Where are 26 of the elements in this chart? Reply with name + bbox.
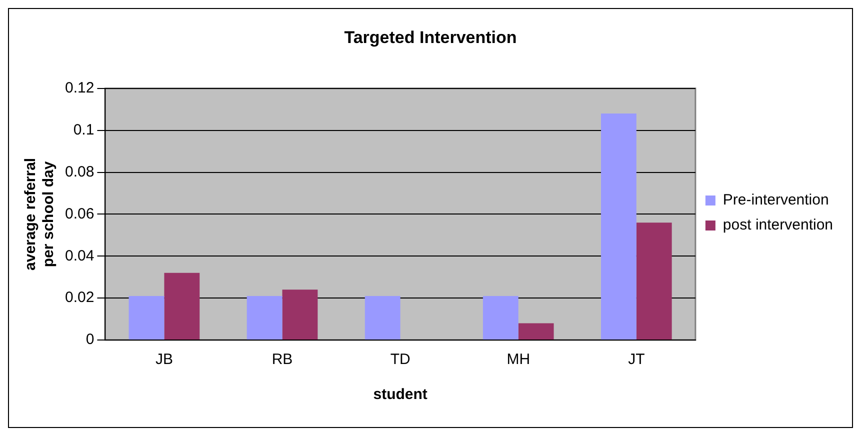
y-tick-label: 0.04 (64, 247, 94, 264)
bar (282, 290, 318, 340)
x-tick-label: RB (272, 351, 293, 368)
bar (600, 114, 636, 340)
bar (636, 222, 672, 340)
legend-label: post intervention (722, 216, 834, 234)
y-axis-title: average referral per school day (22, 158, 58, 270)
bar (128, 296, 164, 340)
x-tick-label: TD (390, 351, 410, 368)
x-tick-label: JB (155, 351, 173, 368)
y-tick-label: 0.1 (73, 121, 94, 138)
y-tick-label: 0.02 (64, 289, 94, 306)
bar (164, 272, 200, 340)
bar (246, 296, 282, 340)
x-tick-label: MH (506, 351, 530, 368)
bar (482, 296, 518, 340)
y-tick-label: 0.12 (64, 80, 94, 97)
bar (518, 323, 554, 340)
y-tick-label: 0.06 (64, 205, 94, 222)
y-tick-label: 0.08 (64, 163, 94, 180)
x-tick-label: JT (628, 351, 645, 368)
chart-title: Targeted Intervention (344, 28, 517, 47)
y-tick-label: 0 (86, 331, 94, 348)
bar (364, 296, 400, 340)
legend-label: Pre-intervention (722, 192, 829, 209)
x-axis-title: student (373, 386, 428, 404)
